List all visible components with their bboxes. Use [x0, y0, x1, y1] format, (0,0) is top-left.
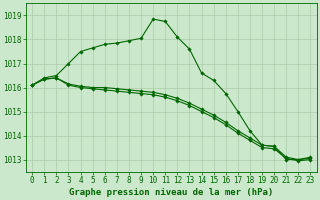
X-axis label: Graphe pression niveau de la mer (hPa): Graphe pression niveau de la mer (hPa) [69, 188, 274, 197]
